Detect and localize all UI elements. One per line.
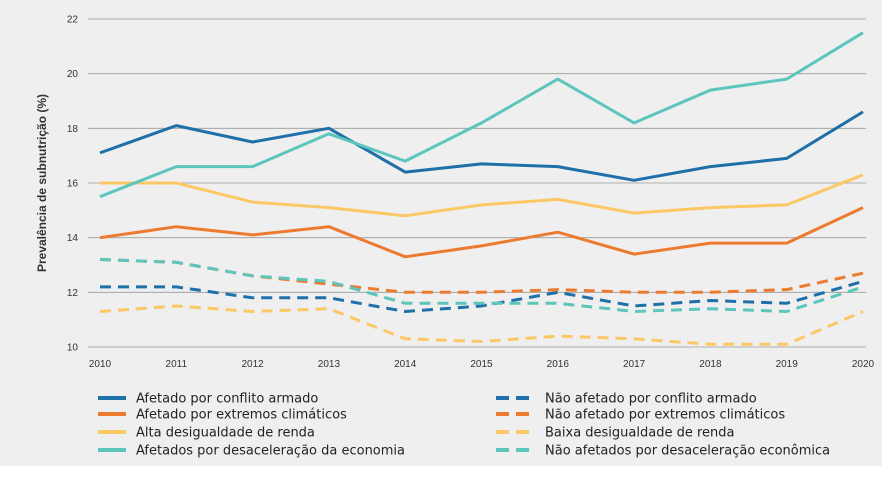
series-lines xyxy=(99,31,864,346)
x-tick-label: 2015 xyxy=(470,359,493,370)
series-line xyxy=(99,110,864,182)
y-tick-label: 22 xyxy=(67,15,79,26)
x-tick-label: 2018 xyxy=(699,359,722,370)
x-tick-label: 2013 xyxy=(318,359,341,370)
legend-label: Afetados por desaceleração da economia xyxy=(136,444,405,459)
legend-label: Baixa desigualdade de renda xyxy=(545,426,735,441)
series-line xyxy=(99,258,864,294)
x-tick-label: 2017 xyxy=(623,359,646,370)
series-line xyxy=(99,31,864,199)
chart-panel: 10 12 14 16 18 20 22 2010 2011 2012 2013 2014 2015 2… xyxy=(0,0,882,466)
legend-label: Alta desigualdade de renda xyxy=(136,426,315,441)
y-tick-label: 14 xyxy=(67,233,79,244)
x-axis-ticks: 2010 2011 2012 2013 2014 2015 2016 2017 2018 2019… xyxy=(89,359,875,370)
x-tick-label: 2019 xyxy=(776,359,799,370)
series-line xyxy=(100,279,864,313)
series-line xyxy=(99,304,864,346)
x-tick-label: 2020 xyxy=(852,359,875,370)
series-line xyxy=(99,258,864,313)
x-tick-label: 2011 xyxy=(166,359,188,370)
grid-lines xyxy=(88,18,866,348)
legend-label: Não afetados por desaceleração econômica xyxy=(545,444,830,459)
x-tick-label: 2014 xyxy=(394,359,417,370)
y-axis-label: Prevalência de subnutrição (%) xyxy=(35,94,49,272)
y-axis-ticks: 10 12 14 16 18 20 22 xyxy=(67,15,79,354)
y-tick-label: 18 xyxy=(67,124,79,135)
x-tick-label: 2010 xyxy=(89,359,112,370)
y-tick-label: 16 xyxy=(67,179,79,190)
x-tick-label: 2012 xyxy=(241,359,264,370)
y-tick-label: 12 xyxy=(67,288,79,299)
legend-label: Afetado por extremos climáticos xyxy=(136,408,347,423)
y-tick-label: 10 xyxy=(67,343,79,354)
series-line xyxy=(100,173,864,218)
legend-label: Não afetado por conflito armado xyxy=(545,392,757,407)
legend-label: Afetado por conflito armado xyxy=(136,392,318,407)
y-tick-label: 20 xyxy=(67,69,79,80)
legend-label: Não afetado por extremos climáticos xyxy=(545,408,785,423)
x-tick-label: 2016 xyxy=(547,359,570,370)
series-line xyxy=(99,206,864,259)
